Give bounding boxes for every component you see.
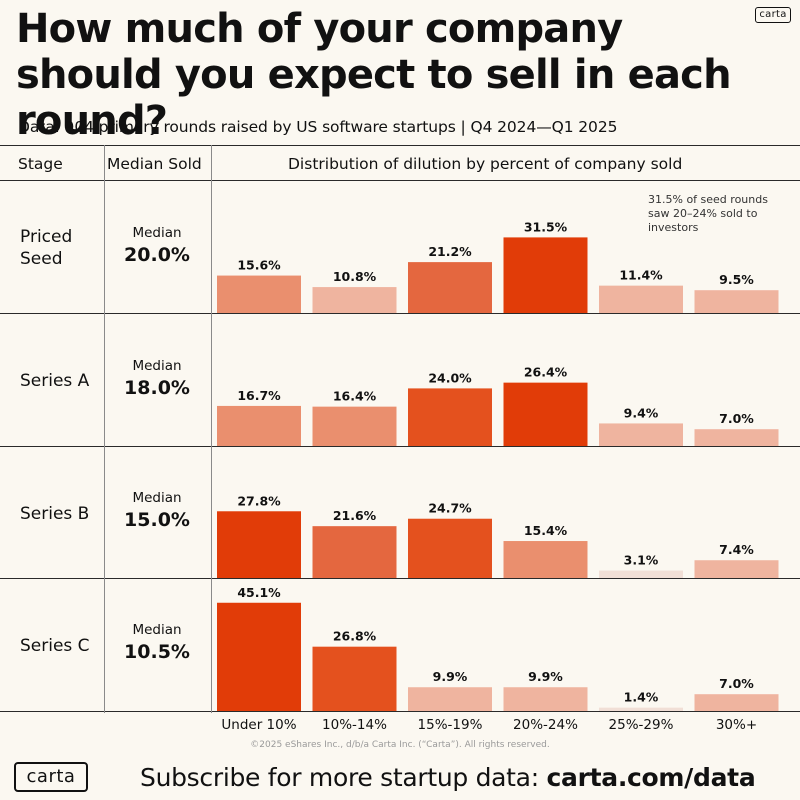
bar-series-a-15-19 (408, 388, 492, 446)
data-label: 45.1% (237, 585, 281, 600)
stage-label-priced-seed: Priced Seed (20, 227, 73, 269)
data-label: 3.1% (624, 553, 659, 568)
header-bottom-divider (0, 180, 800, 181)
stage-label-series-b: Series B (20, 504, 90, 524)
copyright-notice: ©2025 eShares Inc., d/b/a Carta Inc. (“C… (250, 740, 550, 750)
column-divider (104, 145, 105, 713)
median-value: 20.0% (124, 244, 190, 266)
bar-series-b-15-19 (408, 518, 492, 578)
bar-priced-seed-15-19 (408, 262, 492, 313)
x-tick-label: 30%+ (716, 717, 757, 733)
bar-series-a-25-29 (599, 423, 683, 446)
data-label: 24.7% (428, 501, 472, 516)
bar-series-b-under-10 (217, 511, 301, 578)
bar-priced-seed-under-10 (217, 275, 301, 313)
data-label: 21.6% (333, 508, 377, 523)
chart-subtitle: Data: 904 primary rounds raised by US so… (18, 118, 618, 136)
median-caption: Median (132, 490, 182, 506)
bar-priced-seed-20-24 (503, 237, 588, 313)
data-label: 10.8% (333, 269, 377, 284)
bar-series-a-30 (694, 429, 779, 446)
carta-logo-footer[interactable]: carta (14, 762, 88, 792)
data-label: 9.9% (528, 669, 563, 684)
data-label: 7.0% (719, 411, 754, 426)
bar-priced-seed-10-14 (312, 287, 397, 313)
bar-priced-seed-25-29 (599, 285, 683, 313)
data-label: 9.4% (624, 405, 659, 420)
data-label: 9.5% (719, 272, 754, 287)
row-divider (0, 446, 800, 447)
bar-series-b-25-29 (599, 570, 683, 578)
chart-title: How much of your company should you expe… (16, 6, 732, 144)
data-label: 16.7% (237, 388, 281, 403)
x-tick-label: 10%-14% (322, 717, 387, 733)
x-tick-label: 15%-19% (418, 717, 483, 733)
median-column-header: Median Sold (107, 155, 202, 173)
bar-series-c-20-24 (503, 687, 588, 711)
data-label: 24.0% (428, 370, 472, 385)
data-label: 15.6% (237, 258, 281, 273)
subscribe-cta: Subscribe for more startup data: carta.c… (140, 762, 756, 794)
x-tick-label: 25%-29% (609, 717, 674, 733)
data-label: 7.4% (719, 542, 754, 557)
median-priced-seed: Median 20.0% (106, 225, 208, 267)
data-label: 1.4% (624, 690, 659, 705)
data-label: 27.8% (237, 493, 281, 508)
data-label: 7.0% (719, 676, 754, 691)
x-tick-label: Under 10% (221, 717, 296, 733)
bar-series-b-30 (694, 560, 779, 578)
data-label: 21.2% (428, 244, 472, 259)
median-caption: Median (132, 622, 182, 638)
stage-column-header: Stage (18, 155, 63, 173)
data-label: 9.9% (433, 669, 468, 684)
bar-series-a-under-10 (217, 405, 301, 446)
seed-annotation: 31.5% of seed rounds saw 20–24% sold to … (648, 193, 768, 234)
bar-priced-seed-30 (694, 290, 779, 313)
bar-series-c-30 (694, 694, 779, 711)
data-label: 16.4% (333, 389, 377, 404)
column-divider (211, 145, 212, 713)
distribution-column-header: Distribution of dilution by percent of c… (288, 155, 683, 173)
table-bottom-divider (0, 711, 800, 712)
data-label: 26.4% (524, 365, 568, 380)
bar-series-c-10-14 (312, 646, 397, 711)
data-label: 15.4% (524, 523, 568, 538)
median-caption: Median (132, 358, 182, 374)
data-label: 26.8% (333, 629, 377, 644)
median-series-b: Median 15.0% (106, 490, 208, 532)
median-caption: Median (132, 225, 182, 241)
header-top-divider (0, 145, 800, 146)
data-label: 11.4% (619, 268, 663, 283)
stage-label-series-c: Series C (20, 636, 90, 656)
bar-series-a-10-14 (312, 406, 397, 446)
median-value: 10.5% (124, 641, 190, 663)
carta-logo: carta (755, 7, 791, 23)
median-series-c: Median 10.5% (106, 622, 208, 664)
median-value: 15.0% (124, 509, 190, 531)
bar-series-b-20-24 (503, 541, 588, 578)
bar-series-c-25-29 (599, 707, 683, 711)
row-divider (0, 578, 800, 579)
bar-series-c-under-10 (217, 602, 301, 711)
bar-series-c-15-19 (408, 687, 492, 711)
cta-text: Subscribe for more startup data: (140, 763, 547, 792)
bar-series-a-20-24 (503, 382, 588, 446)
row-divider (0, 313, 800, 314)
median-series-a: Median 18.0% (106, 358, 208, 400)
carta-data-link[interactable]: carta.com/data (546, 763, 756, 792)
bar-series-b-10-14 (312, 526, 397, 578)
median-value: 18.0% (124, 377, 190, 399)
x-tick-label: 20%-24% (513, 717, 578, 733)
stage-label-series-a: Series A (20, 371, 90, 391)
data-label: 31.5% (524, 219, 568, 234)
